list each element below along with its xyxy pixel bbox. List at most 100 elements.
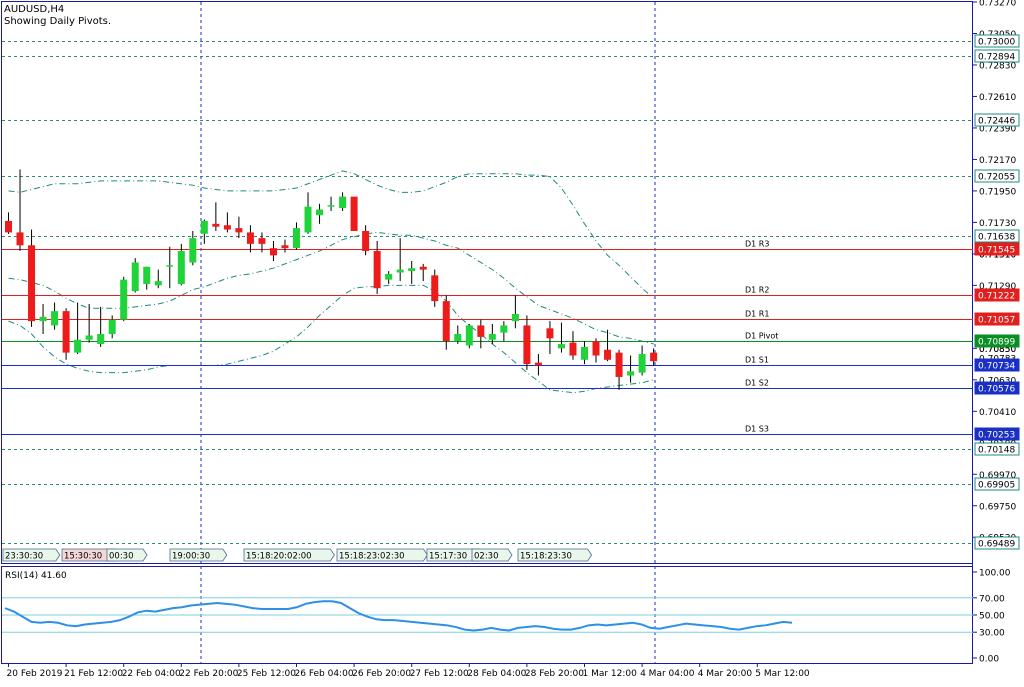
bollinger-lower-band — [8, 284, 654, 394]
rsi-tick-label: 100.00 — [979, 569, 1011, 579]
pivot-value-label-box — [974, 312, 1020, 326]
price-tick-label: 0.69750 — [979, 502, 1016, 512]
rsi-chart: 100.00 70.00 50.00 30.00 0.00 — [2, 569, 1011, 665]
time-tick-label: 5 Mar 12:00 — [755, 669, 810, 679]
bull-candle — [108, 319, 116, 335]
bull-candle — [638, 354, 646, 373]
pivot-value-label: 0.70576 — [978, 385, 1015, 395]
session-tag-box — [517, 548, 593, 562]
bull-candle — [189, 238, 197, 263]
bull-candle — [154, 281, 162, 286]
session-tag-box — [471, 548, 513, 562]
session-tag-box — [169, 548, 228, 562]
bear-candle — [62, 311, 70, 353]
level-value-label: 0.72055 — [978, 173, 1015, 183]
price-tick-label: 0.70410 — [979, 408, 1016, 418]
level-value-label-box — [974, 442, 1020, 456]
pivot-value-label: 0.71545 — [978, 246, 1015, 256]
price-tick-label: 0.71950 — [979, 187, 1016, 197]
bear-candle — [546, 328, 554, 339]
pivot-line-label: D1 S1 — [745, 356, 769, 365]
time-tick-label: 28 Feb 20:00 — [525, 669, 584, 679]
bollinger-middle-band — [8, 231, 654, 345]
bear-candle — [28, 245, 36, 322]
bull-candle — [200, 220, 208, 234]
bull-candle — [488, 334, 496, 340]
rsi-tick-label: 50.00 — [979, 612, 1005, 622]
level-value-label: 0.69905 — [978, 481, 1015, 491]
pivot-value-label-box — [974, 242, 1020, 256]
pivot-line-label: D1 R2 — [745, 286, 769, 295]
time-tick-label: 25 Feb 12:00 — [237, 669, 296, 679]
session-tag-label: 02:30 — [474, 552, 499, 562]
bull-candle — [51, 311, 59, 326]
price-tick-label: 0.70630 — [979, 376, 1016, 386]
level-value-label: 0.69489 — [978, 540, 1015, 550]
bear-candle — [235, 228, 243, 233]
session-tag-box — [2, 548, 61, 562]
bear-candle — [246, 232, 254, 244]
session-tag-label: 15:17:30 — [429, 552, 467, 562]
bear-candle — [650, 352, 658, 362]
bull-candle — [408, 268, 416, 272]
time-tick-label: 21 Feb 12:00 — [64, 669, 123, 679]
bull-candle — [511, 313, 519, 322]
bear-candle — [223, 225, 231, 230]
bear-candle — [523, 325, 531, 365]
time-tick-label: 26 Feb 20:00 — [352, 669, 411, 679]
bear-candle — [442, 301, 450, 342]
bull-candle — [316, 209, 324, 216]
bull-candle — [143, 266, 151, 284]
session-tag-box — [336, 548, 428, 562]
bollinger-upper-band — [8, 170, 654, 299]
session-tag-label: 23:30:30 — [5, 552, 43, 562]
pivot-value-label: 0.70899 — [978, 338, 1015, 348]
level-value-label-box — [974, 49, 1020, 63]
bear-candle — [431, 275, 439, 302]
pivot-value-label: 0.70734 — [978, 362, 1015, 372]
level-value-label: 0.71638 — [978, 233, 1015, 243]
pivot-subtitle: Showing Daily Pivots. — [4, 16, 111, 27]
rsi-tick-label: 30.00 — [979, 629, 1005, 639]
pivot-line-label: D1 Pivot — [745, 332, 778, 341]
time-tick-label: 20 Feb 2019 — [7, 669, 63, 679]
level-value-label-box — [974, 477, 1020, 491]
time-tick-label: 28 Feb 04:00 — [467, 669, 526, 679]
pivot-value-label: 0.70253 — [978, 431, 1015, 441]
level-value-label: 0.72894 — [978, 53, 1015, 63]
bear-candle — [258, 238, 266, 244]
bull-candle — [557, 344, 565, 349]
bear-candle — [373, 251, 381, 289]
symbol-label: AUDUSD,H4 — [4, 4, 64, 15]
rsi-tick-label: 70.00 — [979, 594, 1005, 604]
session-tag-label: 00:30 — [109, 552, 134, 562]
bull-candle — [327, 205, 335, 207]
level-value-label-box — [974, 169, 1020, 183]
pivot-value-label-box — [974, 427, 1020, 441]
level-value-label-box — [974, 536, 1020, 550]
bull-candle — [39, 316, 47, 322]
rsi-title: RSI(14) 41.60 — [5, 571, 67, 581]
price-tick-label: 0.69970 — [979, 471, 1016, 481]
time-tick-label: 27 Feb 12:00 — [410, 669, 469, 679]
price-tick-label: 0.70850 — [979, 345, 1016, 355]
bull-candle — [339, 196, 347, 209]
pivot-value-label: 0.71222 — [978, 292, 1015, 302]
pivot-value-label-box — [974, 334, 1020, 348]
level-value-label: 0.72446 — [978, 117, 1015, 127]
session-tag-label: 15:18:20:02:00 — [246, 552, 312, 562]
session-tag-label: 15:18:23:30 — [520, 552, 572, 562]
session-tag-box — [106, 548, 148, 562]
bull-candle — [454, 334, 462, 342]
pivot-value-label-box — [974, 358, 1020, 372]
bull-candle — [293, 228, 300, 249]
time-tick-label: 22 Feb 20:00 — [179, 669, 238, 679]
bull-candle — [97, 334, 105, 345]
level-value-label-box — [974, 229, 1020, 243]
bear-candle — [534, 362, 542, 366]
price-chart: 0.732700.730500.728300.726100.723900.721… — [2, 0, 1020, 663]
session-tag-label: 15:30:30 — [64, 552, 102, 562]
pivot-line-label: D1 S2 — [745, 379, 769, 388]
